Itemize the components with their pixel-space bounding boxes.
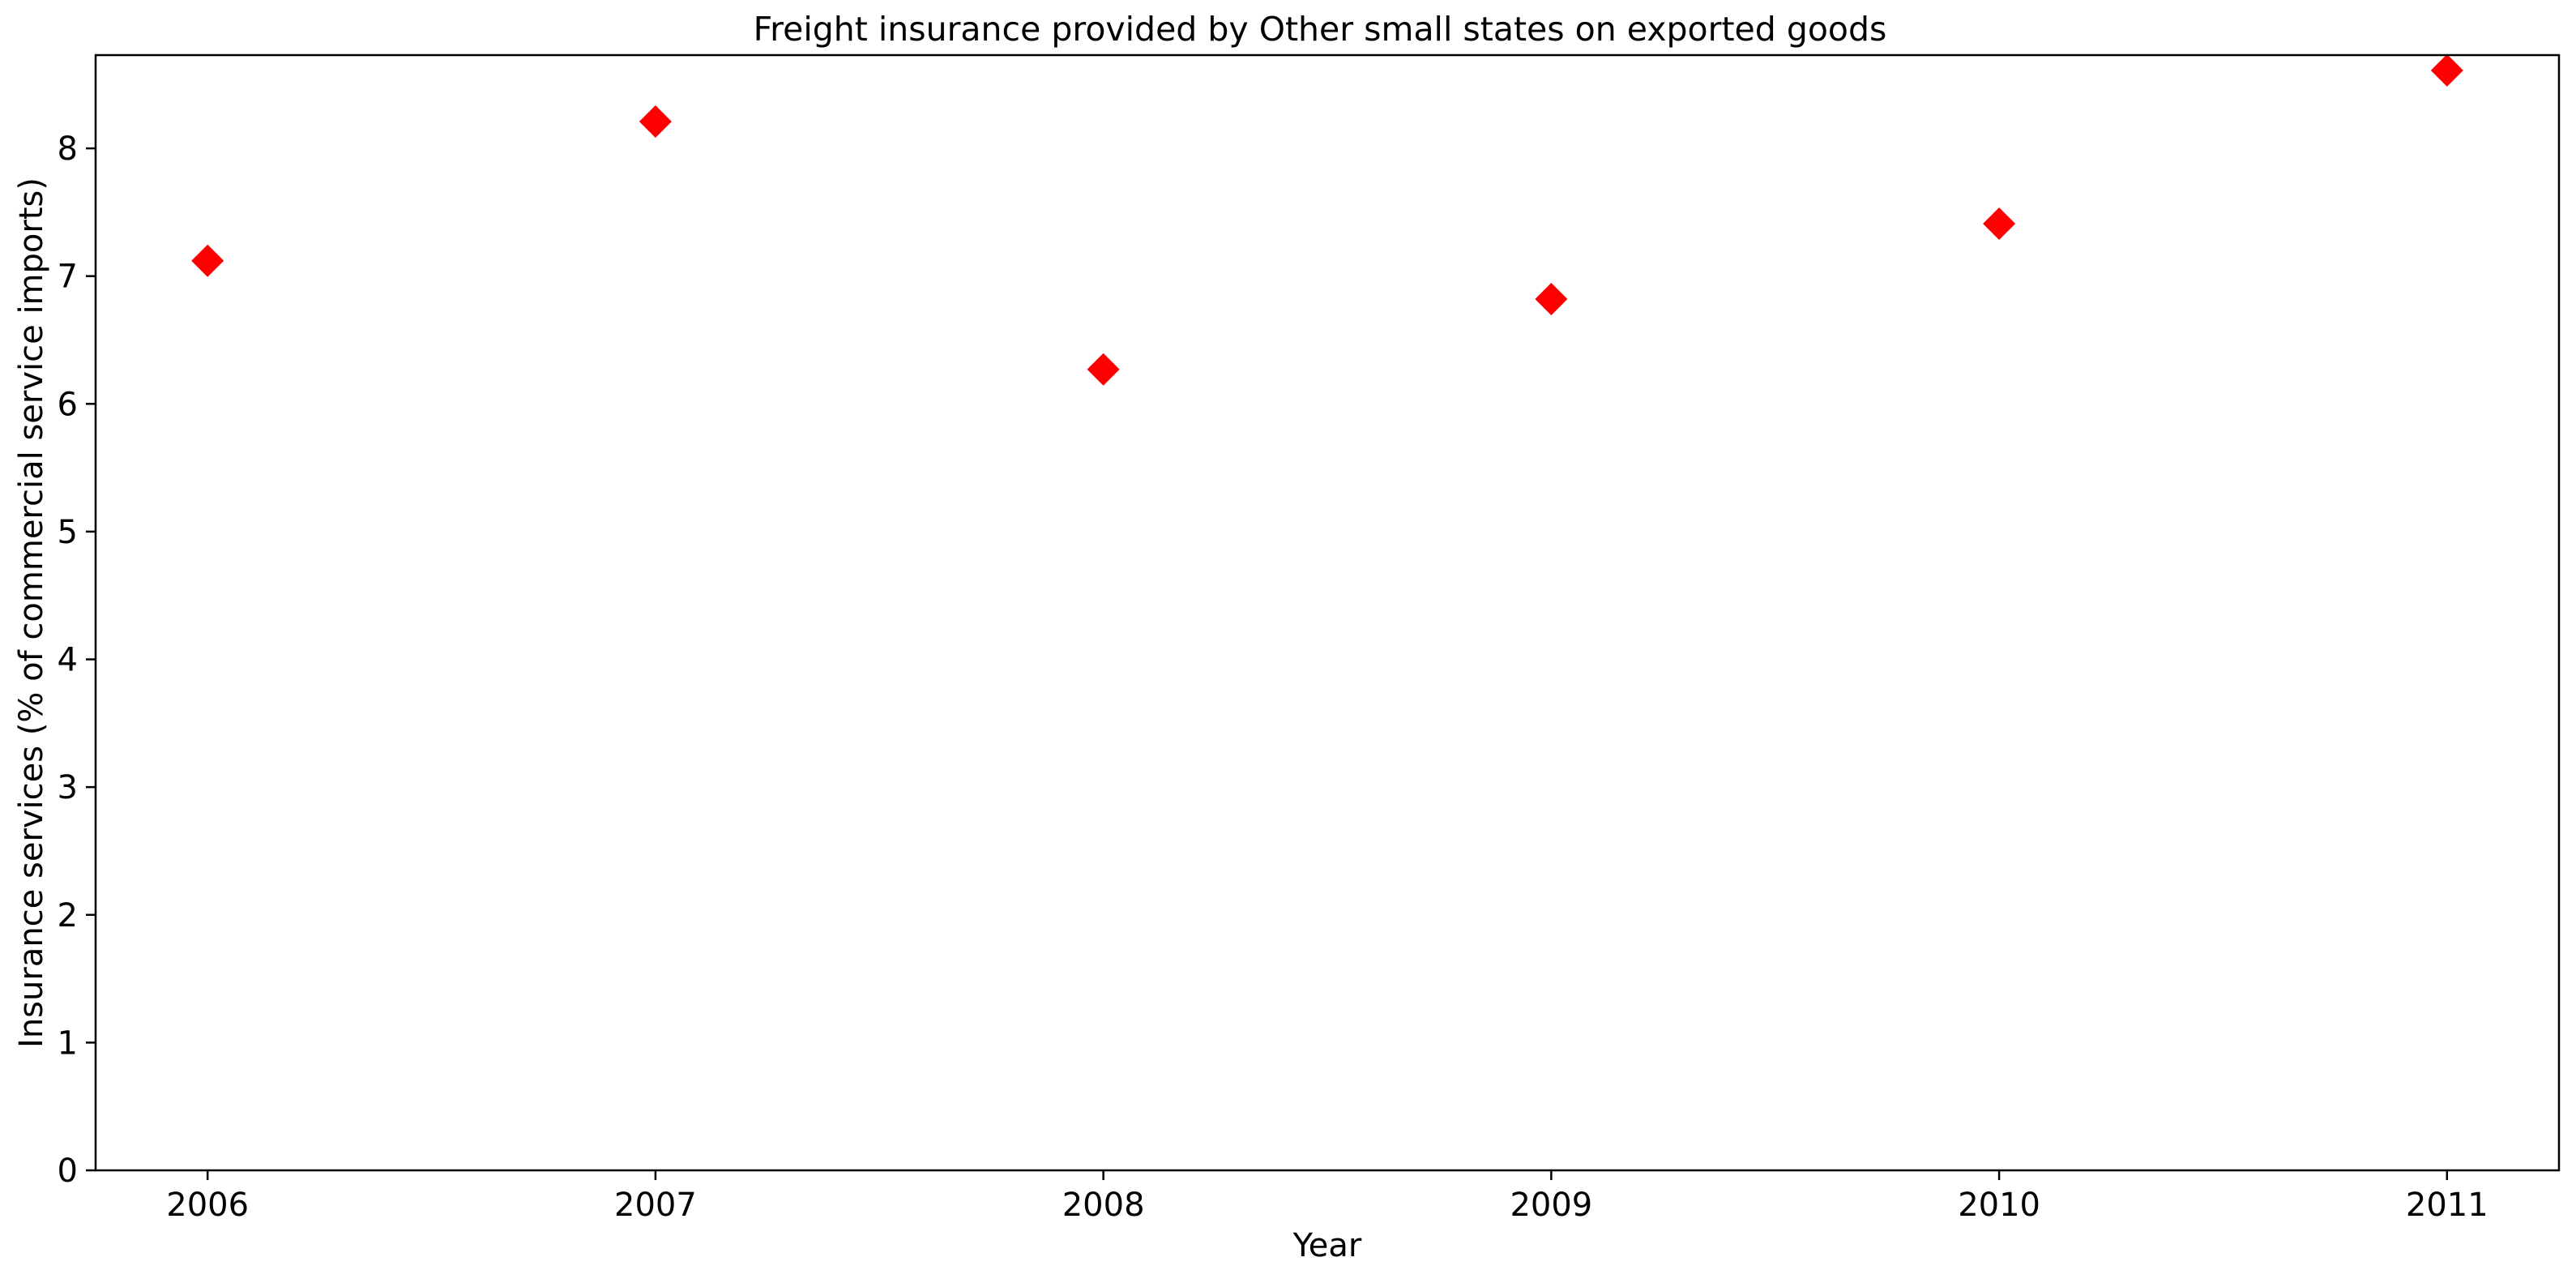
x-tick-label: 2009: [1510, 1187, 1592, 1224]
data-point-diamond: [639, 105, 672, 138]
y-tick-label: 5: [58, 514, 78, 551]
data-point-diamond: [1087, 353, 1120, 386]
plot-area-frame: [94, 53, 2561, 1172]
data-point-diamond: [1983, 207, 2016, 241]
y-tick-label: 0: [58, 1153, 78, 1190]
x-axis-label: Year: [1292, 1227, 1362, 1264]
data-point-diamond: [2430, 53, 2463, 87]
y-tick-label: 2: [58, 897, 78, 934]
data-point-diamond: [1535, 283, 1568, 316]
data-points: [191, 53, 2463, 386]
y-tick-label: 7: [58, 259, 78, 296]
x-tick-label: 2010: [1958, 1187, 2040, 1224]
data-point-diamond: [191, 244, 224, 277]
y-axis-label: Insurance services (% of commercial serv…: [13, 177, 50, 1048]
chart-title: Freight insurance provided by Other smal…: [754, 10, 1887, 49]
y-axis-ticks: 0 1 2 3 4 5 6 7 8: [58, 130, 96, 1190]
x-tick-label: 2011: [2406, 1187, 2488, 1224]
x-tick-label: 2006: [166, 1187, 249, 1224]
y-tick-label: 1: [58, 1024, 78, 1062]
y-tick-label: 3: [58, 769, 78, 806]
x-axis-ticks: 2006 2007 2008 2009 2010 2011: [166, 1170, 2488, 1224]
y-tick-label: 4: [58, 642, 78, 679]
y-tick-label: 8: [58, 130, 78, 168]
y-tick-label: 6: [58, 386, 78, 423]
x-tick-label: 2008: [1062, 1187, 1145, 1224]
x-tick-label: 2007: [614, 1187, 697, 1224]
